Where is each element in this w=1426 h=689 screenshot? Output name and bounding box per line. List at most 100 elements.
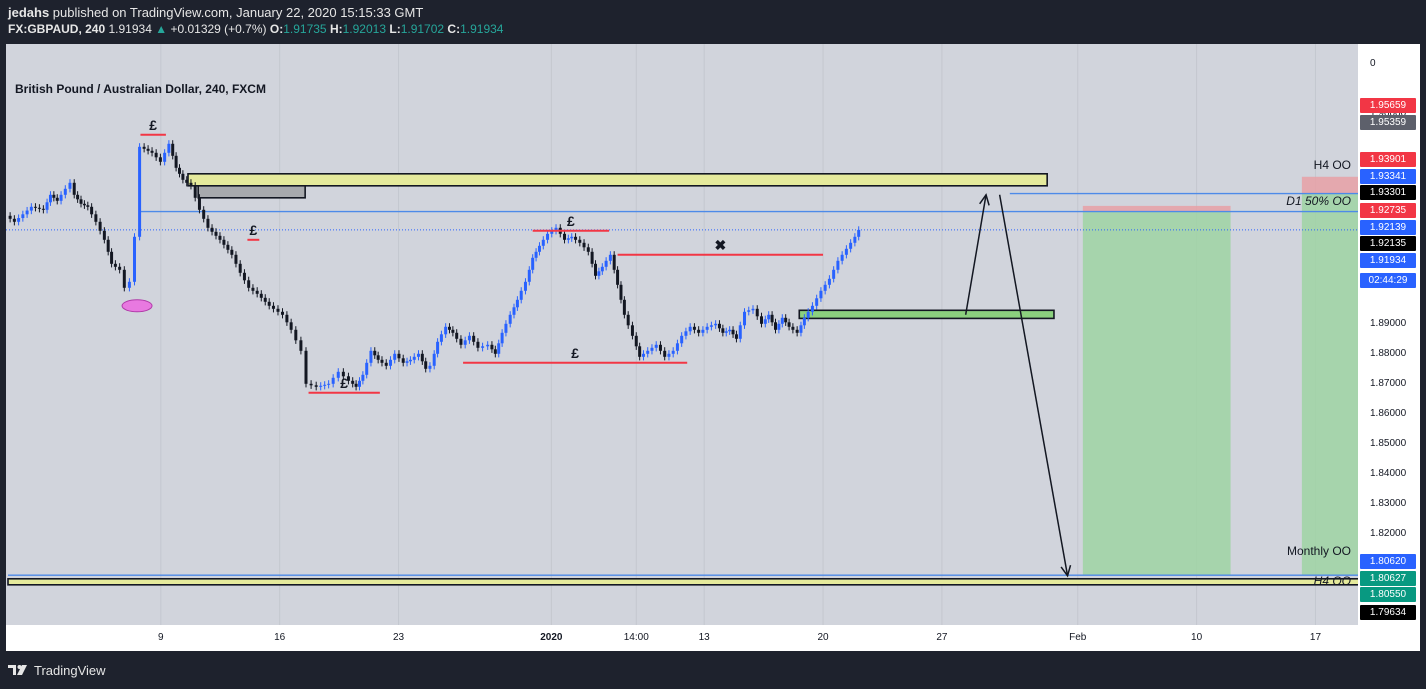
price-tag: 1.92139: [1360, 219, 1416, 235]
candle-body: [451, 329, 455, 333]
candle-body: [680, 335, 684, 344]
candle-body: [319, 385, 323, 387]
candle-body: [146, 148, 150, 151]
candle-body: [102, 230, 106, 240]
price-tag: 1.79634: [1360, 604, 1416, 620]
supply-demand-zone: [7, 577, 1358, 586]
candle-body: [455, 332, 459, 339]
candle-body: [836, 260, 840, 270]
price-tick-label: 1.87000: [1370, 377, 1407, 389]
candle-body: [17, 218, 21, 222]
h4-oo-label-top: H4 OO: [1313, 158, 1351, 172]
candle-body: [519, 290, 523, 300]
candle-body: [857, 229, 861, 237]
candle-body: [289, 322, 293, 330]
candle-body: [734, 334, 738, 339]
price-tick-label: 1.83000: [1370, 497, 1407, 509]
candle-body: [731, 329, 735, 335]
price-tag: 1.93901: [1360, 151, 1416, 167]
candle-body: [767, 314, 771, 320]
price-tag: 1.93341: [1360, 168, 1416, 184]
candle-body: [717, 323, 721, 329]
price-tag: 1.95359: [1360, 114, 1416, 130]
arrow-line: [964, 194, 987, 315]
time-tick-label: 13: [698, 632, 710, 643]
open-value: 1.91735: [283, 22, 327, 36]
candle-body: [459, 338, 463, 345]
time-tick-label: 17: [1309, 632, 1322, 643]
candle-body: [500, 332, 504, 344]
candle-body: [784, 317, 788, 323]
candle-body: [218, 235, 222, 240]
candle-body: [25, 210, 29, 215]
author-name[interactable]: jedahs: [8, 5, 50, 20]
candle-body: [755, 308, 759, 317]
candle-body: [709, 325, 713, 327]
candle-body: [780, 317, 784, 324]
candle-body: [472, 335, 476, 342]
candle-body: [380, 359, 384, 363]
candle-body: [263, 297, 267, 302]
tradingview-logo-icon[interactable]: [8, 662, 30, 678]
candle-body: [113, 263, 117, 267]
candle-body: [638, 346, 642, 357]
candle-body: [594, 263, 598, 276]
candle-body: [546, 233, 550, 240]
candle-body: [799, 325, 803, 333]
candle-body: [206, 218, 210, 228]
candle-body: [154, 152, 158, 158]
candle-body: [527, 269, 531, 282]
candle-body: [447, 326, 451, 330]
candle-body: [12, 218, 16, 222]
candle-body: [376, 355, 380, 360]
candle-body: [537, 245, 541, 252]
chart-pane[interactable]: £ £ £ £ £ ✖ British Pound / Australian Dollar…: [6, 44, 1358, 625]
candle-body: [142, 146, 146, 149]
candle-body: [242, 272, 246, 281]
candle-body: [534, 251, 538, 258]
candle-body: [82, 203, 86, 206]
candle-body: [728, 329, 732, 332]
candle-body: [701, 329, 705, 333]
price-tick-label: 1.84000: [1370, 467, 1407, 479]
candle-body: [467, 335, 471, 341]
candle-body: [255, 290, 259, 294]
candle-body: [476, 341, 480, 348]
candle-body: [439, 334, 443, 342]
candle-body: [844, 248, 848, 255]
candle-body: [150, 150, 154, 153]
candle-body: [612, 254, 616, 270]
candle-body: [849, 242, 853, 249]
candle-body: [416, 353, 420, 357]
time-tick-label: 14:00: [623, 632, 649, 643]
tradingview-brand[interactable]: TradingView: [34, 663, 106, 678]
time-tick-label: 27: [936, 632, 948, 643]
candle-body: [795, 329, 799, 333]
time-tick-label: 20: [817, 632, 829, 643]
chart-canvas[interactable]: £ £ £ £ £ ✖: [6, 44, 1358, 625]
price-tag: 1.92135: [1360, 235, 1416, 251]
candle-body: [171, 143, 175, 156]
ohlc-line: FX:GBPAUD, 240 1.91934 ▲ +0.01329 (+0.7%…: [8, 22, 503, 36]
candle-body: [586, 247, 590, 252]
candle-body: [463, 340, 467, 345]
candle-body: [226, 244, 230, 250]
price-tag: 1.80627: [1360, 570, 1416, 586]
candle-body: [563, 233, 567, 240]
price-axis[interactable]: 0 1.96000 1.89000 1.88000 1.87000 1.86000 1.85…: [1358, 44, 1420, 625]
price-tag: 02:44:29: [1360, 272, 1416, 288]
price-tick-label: 1.89000: [1370, 317, 1407, 329]
candle-body: [566, 238, 570, 240]
time-tick-label: 23: [392, 632, 405, 643]
candle-body: [806, 311, 810, 318]
price-tick-label: 1.85000: [1370, 437, 1407, 449]
candle-body: [705, 326, 709, 330]
candle-body: [823, 284, 827, 291]
change-value: +0.01329 (+0.7%): [170, 22, 267, 36]
time-tick-label: 2020: [540, 632, 563, 643]
price-tag: 1.80620: [1360, 553, 1416, 569]
position-stop-zone: [1082, 205, 1231, 212]
candle-body: [578, 239, 582, 243]
candle-body: [604, 260, 608, 267]
